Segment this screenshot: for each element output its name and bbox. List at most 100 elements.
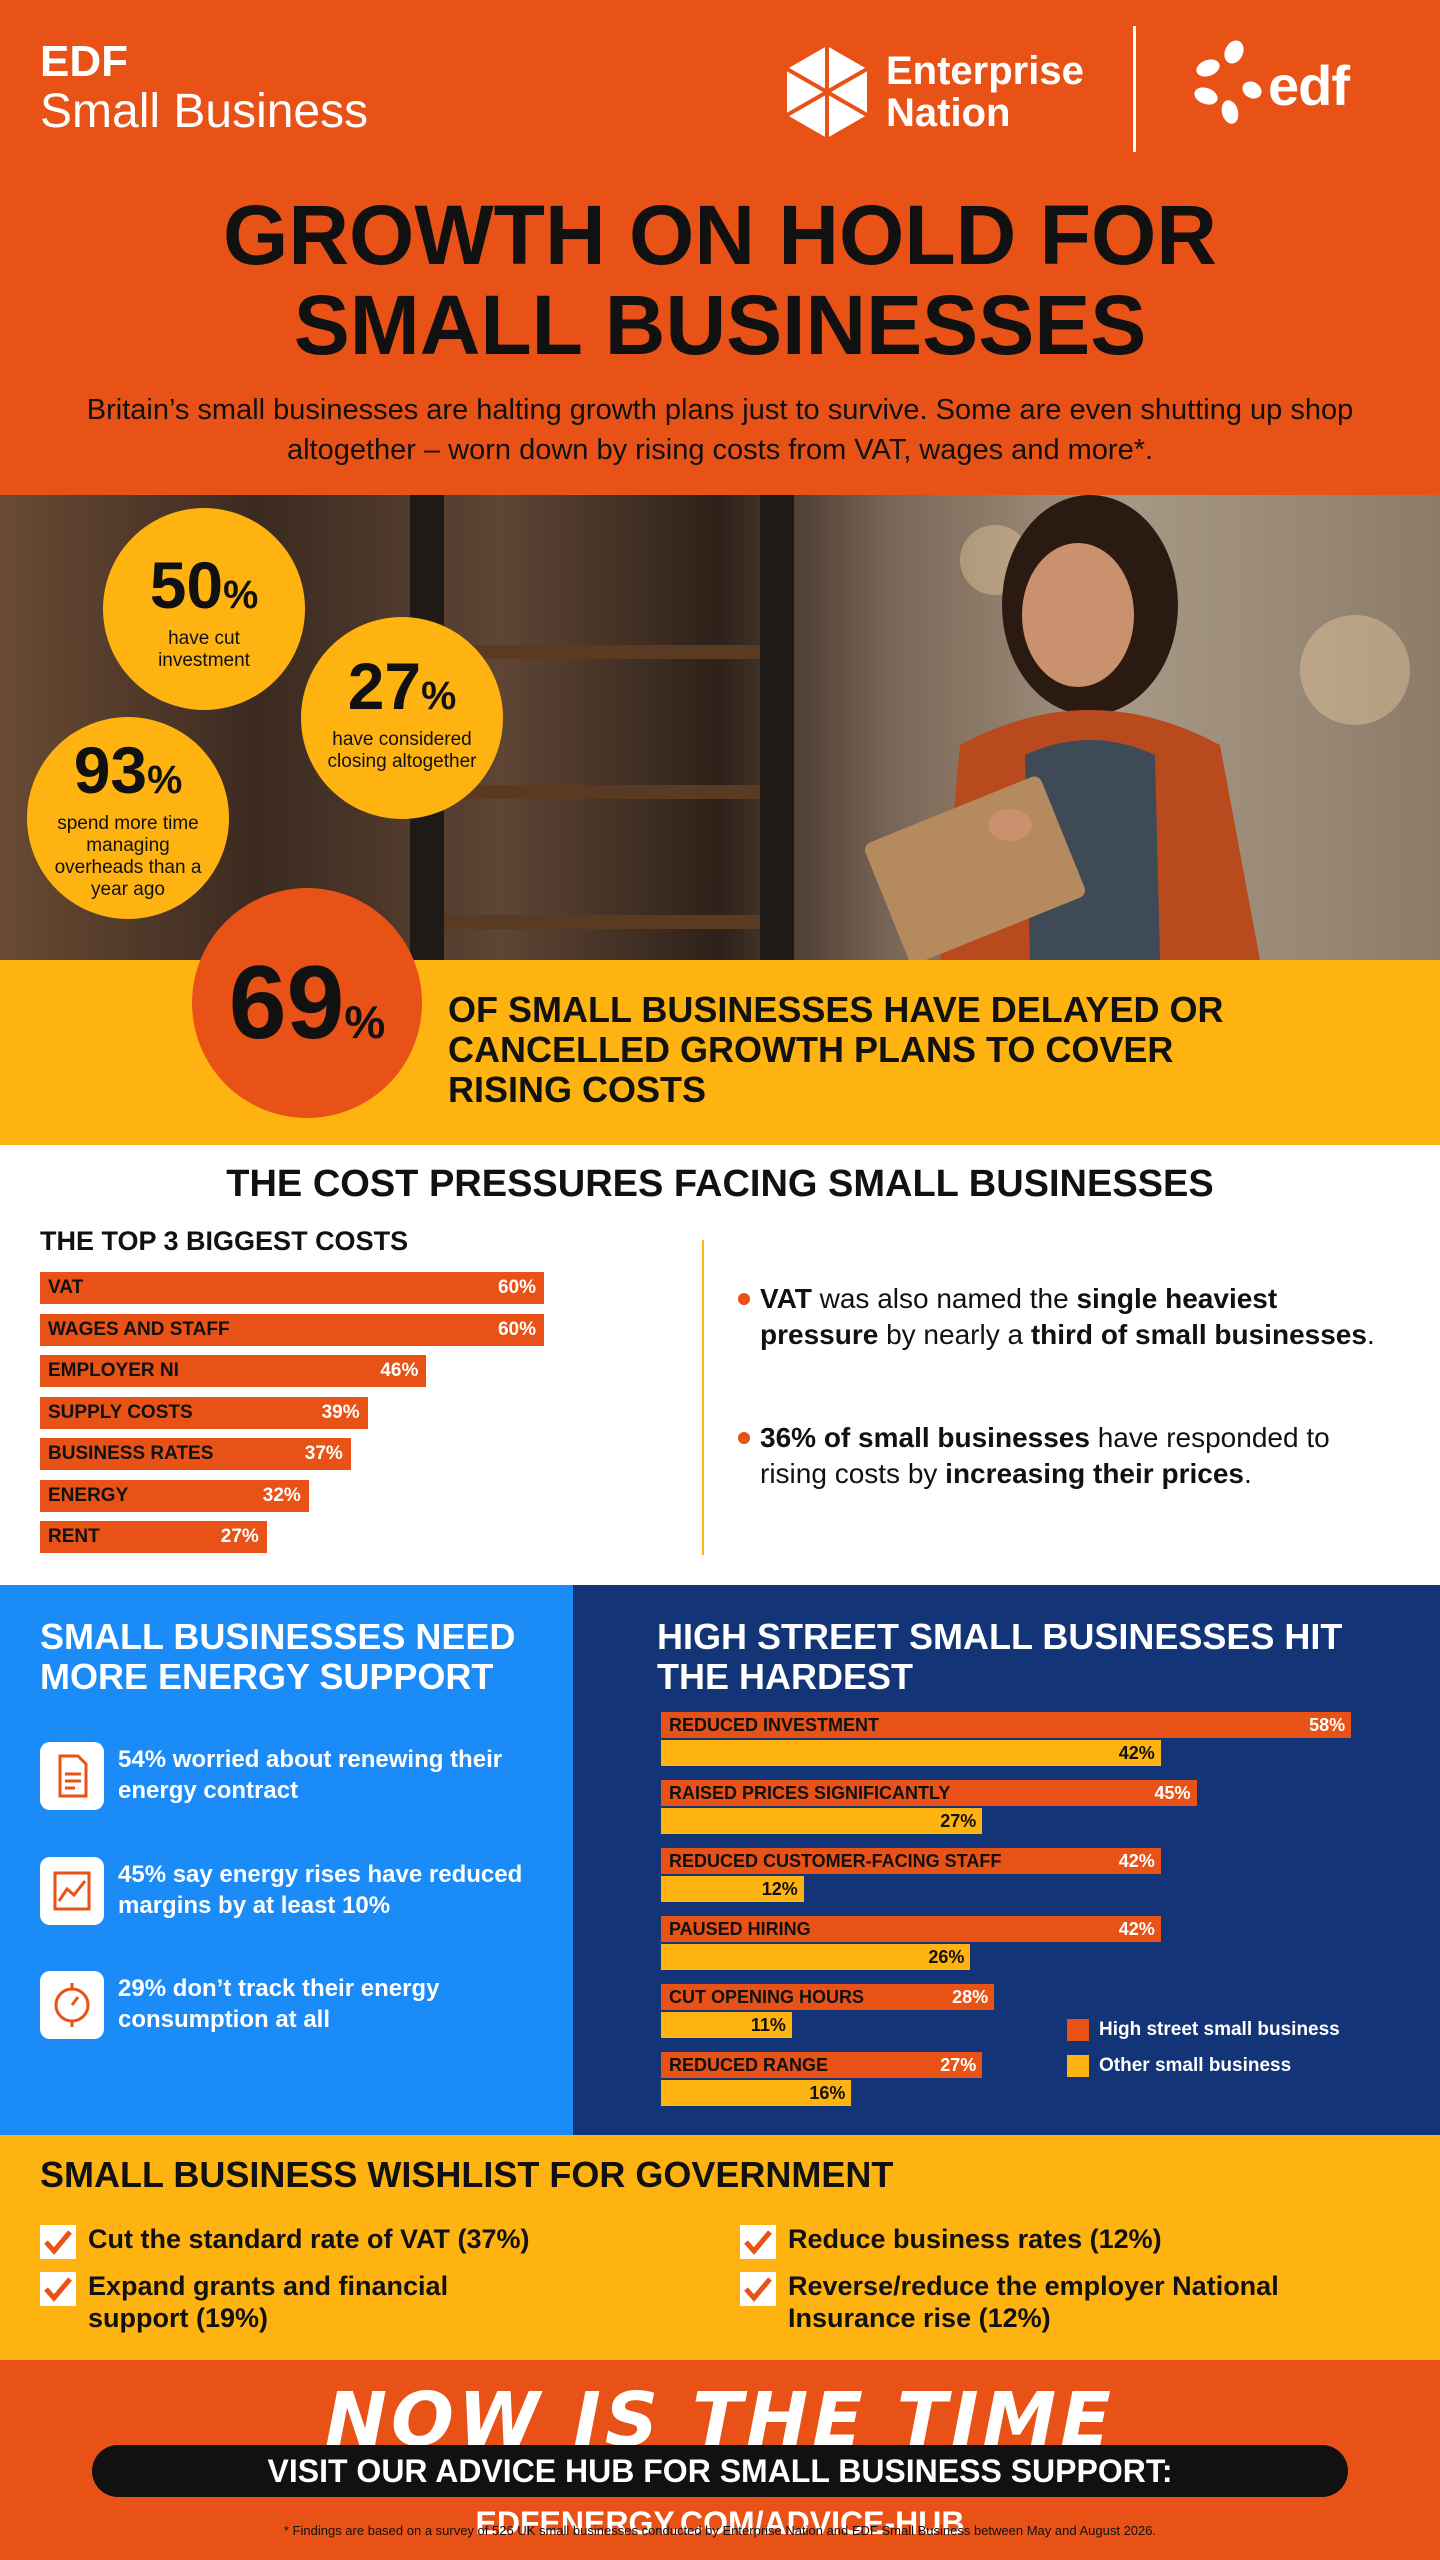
cost-bar-value: 60% [497, 1318, 536, 1340]
bar-category-label: REDUCED INVESTMENT [669, 1715, 880, 1735]
brand-line-1: EDF [40, 37, 128, 86]
legend-swatch [1067, 2019, 1089, 2041]
cost-bar: BUSINESS RATES 37% [40, 1438, 351, 1470]
cost-bar-label: WAGES AND STAFF [48, 1318, 230, 1340]
stat-unit: % [147, 758, 183, 802]
bar-high-street: REDUCED CUSTOMER-FACING STAFF 42% [661, 1848, 1161, 1874]
cost-bar: ENERGY 32% [40, 1479, 309, 1512]
stat-value: 50 [149, 548, 224, 622]
shelf-post [760, 495, 794, 960]
legend-swatch [1067, 2055, 1089, 2077]
bar-other: 16% [661, 2080, 852, 2106]
legend-high-street: High street small business [1067, 2017, 1387, 2043]
cost-bar-value: 32% [262, 1484, 301, 1506]
wishlist-item-text: Reverse/reduce the employer National Ins… [788, 2271, 1279, 2333]
bar-other: 27% [661, 1808, 983, 1834]
bullet-vat: VAT was also named the single heaviest p… [738, 1281, 1380, 1353]
cost-bar-label: ENERGY [48, 1484, 129, 1506]
cost-bar: EMPLOYER NI 46% [40, 1355, 427, 1387]
bar-other: 42% [661, 1740, 1161, 1766]
partner-line-2: Nation [886, 91, 1011, 135]
bar-value-label: 45% [1154, 1783, 1191, 1803]
bullet-bold: third of small businesses [1030, 1319, 1367, 1350]
wishlist-item: Expand grants and financial support (19%… [40, 2270, 640, 2334]
cost-bar-label: RENT [48, 1526, 100, 1547]
cost-pressures-section: THE COST PRESSURES FACING SMALL BUSINESS… [0, 1145, 1440, 1585]
bullet-text: was also named the [811, 1283, 1077, 1314]
edf-small-business-logo: EDF Small Business [40, 38, 368, 138]
intro-text: Britain’s small businesses are halting g… [86, 394, 1354, 466]
wishlist-title: SMALL BUSINESS WISHLIST FOR GOVERNMENT [40, 2154, 894, 2195]
energy-support-title: SMALL BUSINESSES NEED MORE ENERGY SUPPOR… [40, 1616, 516, 1697]
headline-stat-unit: % [344, 996, 386, 1048]
bar-category-label: REDUCED RANGE [669, 2055, 829, 2075]
headline-stat-text: OF SMALL BUSINESSES HAVE DELAYED OR CANC… [448, 989, 1224, 1110]
wishlist-item: Reverse/reduce the employer National Ins… [740, 2270, 1340, 2334]
bullet-text: by nearly a [878, 1319, 1031, 1350]
cost-bar-value: 39% [321, 1401, 360, 1423]
bar-value-label: 28% [952, 1987, 989, 2007]
stat-text: spend more time managing overheads than … [54, 813, 202, 900]
high-street-section: HIGH STREET SMALL BUSINESSES HIT THE HAR… [573, 1585, 1440, 2135]
wishlist-item-text: Reduce business rates (12%) [788, 2224, 1162, 2254]
cost-bar-value: 60% [497, 1277, 536, 1298]
stat-overheads: 93% spend more time managing overheads t… [27, 717, 229, 919]
energy-item: 29% don’t track their energy consumption… [40, 1971, 560, 2041]
wishlist-item: Cut the standard rate of VAT (37%) [40, 2223, 640, 2259]
cost-bar: RENT 27% [40, 1521, 267, 1553]
logo-divider [1133, 26, 1136, 152]
bar-value-label: 42% [1118, 1919, 1155, 1939]
bar-category-label: CUT OPENING HOURS [669, 1987, 865, 2007]
bar-high-street: REDUCED INVESTMENT 58% [661, 1712, 1352, 1738]
document-icon [40, 1742, 104, 1810]
energy-item: 45% say energy rises have reduced margin… [40, 1857, 560, 1927]
wishlist-section: SMALL BUSINESS WISHLIST FOR GOVERNMENT C… [0, 2135, 1440, 2360]
shop-owner-photo: 50% have cut investment 27% have conside… [0, 495, 1440, 960]
bokeh-light [1300, 615, 1410, 725]
stat-text: have considered closing altogether [327, 729, 477, 772]
wishlist-item-text: Cut the standard rate of VAT (37%) [88, 2224, 530, 2254]
legend-other: Other small business [1067, 2053, 1387, 2079]
bullet-text: have responded to rising costs by [760, 1422, 1330, 1489]
checkmark-icon [740, 2225, 776, 2259]
legend-label: Other small business [1099, 2055, 1292, 2076]
title-line-1: GROWTH ON HOLD FOR [223, 188, 1217, 282]
stat-cut-investment: 50% have cut investment [103, 508, 305, 710]
stat-unit: % [421, 674, 457, 718]
top-costs-subtitle: THE TOP 3 BIGGEST COSTS [40, 1226, 409, 1256]
bar-value-label: 27% [940, 2055, 977, 2075]
bar-other: 12% [661, 1876, 804, 1902]
bar-category-label: REDUCED CUSTOMER-FACING STAFF [669, 1851, 1002, 1871]
legend-label: High street small business [1099, 2019, 1340, 2040]
cost-bar: VAT 60% [40, 1272, 544, 1304]
chart-icon [40, 1857, 104, 1925]
advice-hub-link[interactable]: VISIT OUR ADVICE HUB FOR SMALL BUSINESS … [92, 2445, 1348, 2541]
bullet-text: . [1366, 1319, 1375, 1350]
stat-text: have cut investment [158, 628, 250, 671]
bar-category-label: PAUSED HIRING [669, 1919, 811, 1939]
bullet-prices: 36% of small businesses have responded t… [738, 1420, 1380, 1492]
energy-item: 54% worried about renewing their energy … [40, 1742, 560, 1812]
bar-value-label: 11% [750, 2015, 786, 2035]
edf-wordmark: edf [1268, 54, 1350, 117]
page-title: GROWTH ON HOLD FOR SMALL BUSINESSES [0, 190, 1440, 370]
bar-value-label: 27% [940, 1811, 977, 1831]
cost-bar-value: 37% [304, 1443, 343, 1464]
energy-support-section: SMALL BUSINESSES NEED MORE ENERGY SUPPOR… [0, 1585, 573, 2135]
bullet-bold: 36% of small businesses [760, 1422, 1090, 1453]
bullet-text: . [1243, 1458, 1252, 1489]
footnote: * Findings are based on a survey of 526 … [283, 2523, 1157, 2538]
bar-high-street: PAUSED HIRING 42% [661, 1916, 1161, 1942]
shelf [440, 785, 780, 799]
partner-line-1: Enterprise [886, 49, 1084, 93]
stat-value: 93 [73, 733, 148, 807]
cost-bar-value: 27% [220, 1526, 259, 1547]
enterprise-nation-wordmark: Enterprise Nation [886, 50, 1084, 134]
stat-considered-closing: 27% have considered closing altogether [301, 617, 503, 819]
energy-item-text: 45% say energy rises have reduced margin… [118, 1861, 523, 1919]
bar-value-label: 12% [761, 1879, 798, 1899]
stat-unit: % [223, 573, 259, 617]
cost-bar-label: EMPLOYER NI [48, 1360, 179, 1381]
bar-value-label: 26% [928, 1947, 965, 1967]
bar-value-label: 42% [1118, 1851, 1155, 1871]
